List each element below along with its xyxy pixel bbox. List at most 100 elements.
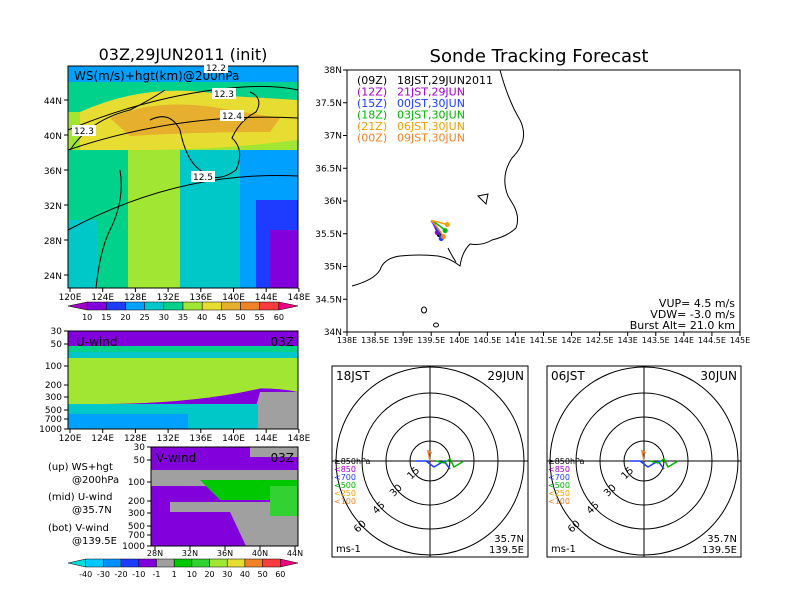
launch-legend-time: 06JST,30JUN [397,120,465,133]
polar-right-unit: ms-1 [551,544,576,555]
polar-left-lat: 35.7N [494,534,524,545]
v-lat-axis: 28N 32N 36N 40N 44N [147,546,303,558]
tick-label: 45 [216,313,226,322]
colorbar-swatch [201,301,222,311]
v-wind-label: V-wind [156,451,196,465]
u-wind-time: 03Z [271,335,295,349]
tick-label: 60 [275,570,285,579]
tick-label: -40 [79,570,92,579]
tick-label: 136E [189,434,212,444]
tick-label: 25 [140,313,150,322]
tick-label: 44N [44,97,62,107]
sonde-tracks [430,219,450,242]
hodograph [640,449,647,462]
ws-map-field [68,66,298,288]
level-legend: <100 [548,497,570,506]
right-panel-title: Sonde Tracking Forecast [430,46,649,67]
level-legend: <850 [548,465,570,474]
colorbar-swatch [173,558,193,568]
colorbar-swatch [144,301,165,311]
note-up-b: @200hPa [72,475,119,486]
tick-label: 144E [674,336,694,345]
tick-label: 300 [128,509,145,519]
track-endpoint [444,222,450,228]
tick-label: 34.5N [315,295,342,305]
colorbar-swatch [191,558,210,568]
tick-label: 30 [134,443,146,453]
tick-label: 44N [287,549,303,558]
colorbar-swatch [278,301,299,311]
tick-label: 124E [91,434,114,444]
colorbar-swatch [103,558,122,568]
colorbar-swatch [244,558,263,568]
polar-left-unit: ms-1 [336,544,361,555]
contour-label: 12.4 [222,112,242,122]
contour-label: 12.2 [206,64,226,74]
note-up-a: (up) WS+hgt [48,462,113,473]
coastline [351,69,525,287]
colorbar-swatch [67,301,88,311]
vup-text: VUP= 4.5 m/s [659,297,735,310]
tick-label: 143E [618,336,638,345]
colorbar-swatch [106,301,126,311]
note-bot-b: @139.5E [72,536,117,547]
level-legend: <500 [334,481,356,490]
level-legend: <700 [548,473,570,482]
tick-label: 142E [561,336,581,345]
tick-label: 148E [287,293,310,303]
polar-left-time: 18JST [336,369,370,383]
tick-label: 138.5E [361,336,389,345]
track-endpoint [440,234,446,240]
burst-alt-text: Burst Alt= 21.0 km [630,319,735,332]
tick-label: 142.5E [586,336,614,345]
tick-label: 36N [44,167,62,177]
launch-legend-zulu: (18Z) [357,109,387,122]
note-mid-a: (mid) U-wind [48,492,112,503]
colorbar-swatch [156,558,175,568]
colorbar-swatch [163,301,184,311]
launch-legend-time: 00JST,30JUN [397,97,465,110]
level-legend: <250 [334,489,356,498]
tick-label: 120E [59,434,82,444]
launch-legend-zulu: (21Z) [357,120,387,133]
tick-label: 143.5E [642,336,670,345]
tick-label: 1000 [39,425,62,435]
tick-label: 15 [101,313,111,322]
launch-legend-time: 03JST,30JUN [397,109,465,122]
tick-label: 140.5E [473,336,501,345]
tick-label: 144E [255,434,278,444]
tick-label: 144E [255,293,278,303]
tick-label: 20 [120,313,130,322]
polar-right-time: 06JST [551,369,585,383]
tick-label: 141E [505,336,525,345]
level-legend: <700 [334,473,356,482]
level-legend: ≥850hPa [548,457,585,466]
tick-label: 300 [45,393,62,403]
tick-label: 40 [240,570,250,579]
tick-label: 40 [197,313,207,322]
colorbar-swatch [262,558,281,568]
ws-map-panel: WS(m/s)+hgt(km)@200hPa 12.2 12.3 12.3 12… [44,62,311,322]
tick-label: 200 [45,381,62,391]
note-bot-a: (bot) V-wind [48,523,109,534]
tick-label: 200 [128,497,145,507]
note-mid-b: @35.7N [72,505,112,516]
tick-label: 10 [187,570,197,579]
tick-label: 148E [287,434,310,444]
tick-label: 139E [393,336,413,345]
u-wind-field [68,331,298,429]
polar-right-lon: 139.5E [702,545,737,556]
tick-label: -10 [132,570,145,579]
colorbar-swatch [182,301,203,311]
tick-label: 120E [59,293,82,303]
colorbar-swatch [67,558,86,568]
tick-label: 36N [324,197,342,207]
tick-label: 36N [217,549,233,558]
contour-label: 12.5 [193,173,213,183]
tick-label: -20 [115,570,128,579]
polar-left-lon: 139.5E [489,545,524,556]
